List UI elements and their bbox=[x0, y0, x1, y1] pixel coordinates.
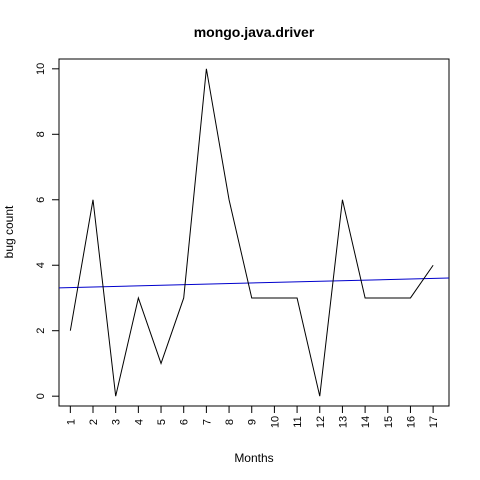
y-tick-label: 10 bbox=[35, 63, 47, 75]
x-tick-label: 12 bbox=[315, 416, 327, 428]
x-tick-label: 6 bbox=[179, 419, 191, 425]
x-tick-label: 11 bbox=[292, 416, 304, 427]
y-axis-label: bug count bbox=[2, 205, 16, 258]
y-tick-label: 4 bbox=[35, 262, 47, 268]
y-tick-label: 2 bbox=[35, 328, 47, 334]
x-tick-label: 7 bbox=[201, 419, 213, 425]
x-tick-label: 3 bbox=[111, 419, 123, 425]
x-tick-label: 8 bbox=[224, 419, 236, 425]
x-tick-label: 9 bbox=[247, 419, 259, 425]
x-axis: 1 2 3 4 5 6 7 8 9 10 11 12 13 14 15 16 17 bbox=[65, 405, 440, 428]
x-tick-label: 2 bbox=[88, 419, 100, 425]
x-tick-label: 16 bbox=[405, 416, 417, 428]
chart-title: mongo.java.driver bbox=[194, 24, 315, 40]
y-tick-label: 6 bbox=[35, 197, 47, 203]
trend-line-group bbox=[58, 277, 450, 289]
trend-line bbox=[58, 277, 450, 289]
x-tick-label: 5 bbox=[156, 419, 168, 425]
plot-frame bbox=[58, 58, 450, 407]
x-tick-label: 10 bbox=[269, 416, 281, 428]
x-tick-label: 13 bbox=[337, 416, 349, 428]
x-tick-label: 14 bbox=[360, 416, 372, 428]
y-tick-label: 8 bbox=[35, 131, 47, 137]
x-tick-label: 17 bbox=[428, 416, 440, 428]
series-group bbox=[69, 68, 434, 397]
x-tick-label: 4 bbox=[133, 419, 145, 425]
series-line bbox=[69, 68, 434, 397]
x-axis-label: Months bbox=[234, 451, 273, 465]
y-tick-label: 0 bbox=[35, 393, 47, 399]
x-tick-label: 15 bbox=[383, 416, 395, 428]
x-tick-label: 1 bbox=[65, 419, 77, 425]
y-axis: 0 2 4 6 8 10 bbox=[35, 63, 60, 399]
